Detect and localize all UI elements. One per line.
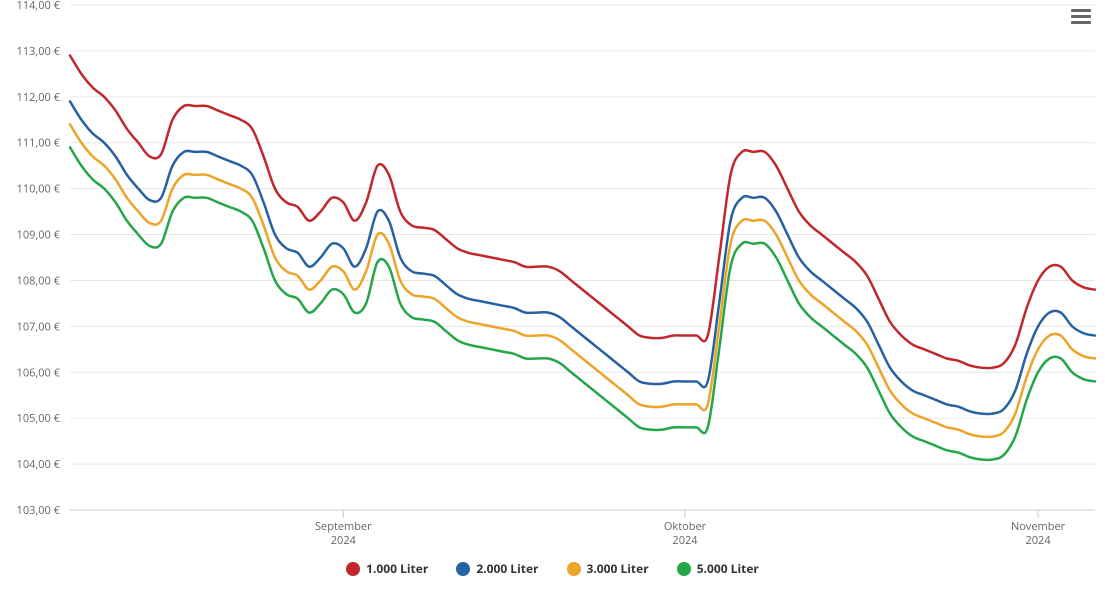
y-tick-label: 109,00 € bbox=[17, 228, 61, 243]
legend-item[interactable]: 2.000 Liter bbox=[456, 560, 538, 577]
legend-swatch bbox=[346, 562, 360, 576]
y-tick-label: 112,00 € bbox=[17, 90, 61, 105]
legend-item[interactable]: 5.000 Liter bbox=[677, 560, 759, 577]
legend-swatch bbox=[677, 562, 691, 576]
x-tick-label-month: September bbox=[315, 519, 372, 534]
y-tick-label: 105,00 € bbox=[17, 411, 61, 426]
price-chart-container: September2024Oktober2024November2024 103… bbox=[0, 0, 1105, 602]
y-tick-label: 104,00 € bbox=[17, 457, 61, 472]
y-tick-label: 107,00 € bbox=[17, 319, 61, 334]
legend-item[interactable]: 1.000 Liter bbox=[346, 560, 428, 577]
legend-label: 1.000 Liter bbox=[366, 560, 428, 577]
x-tick-label-year: 2024 bbox=[672, 533, 698, 548]
x-tick-label-month: Oktober bbox=[664, 519, 707, 534]
legend-label: 5.000 Liter bbox=[697, 560, 759, 577]
x-tick-label-month: November bbox=[1011, 519, 1066, 534]
y-tick-label: 108,00 € bbox=[17, 273, 61, 288]
y-tick-label: 110,00 € bbox=[17, 182, 61, 197]
chart-legend: 1.000 Liter 2.000 Liter 3.000 Liter 5.000 L… bbox=[0, 560, 1105, 580]
y-tick-label: 103,00 € bbox=[17, 503, 61, 518]
legend-swatch bbox=[456, 562, 470, 576]
legend-swatch bbox=[567, 562, 581, 576]
chart-svg: September2024Oktober2024November2024 103… bbox=[0, 0, 1105, 560]
legend-item[interactable]: 3.000 Liter bbox=[567, 560, 649, 577]
x-tick-label-year: 2024 bbox=[331, 533, 357, 548]
legend-label: 3.000 Liter bbox=[587, 560, 649, 577]
y-tick-label: 113,00 € bbox=[17, 44, 61, 59]
legend-label: 2.000 Liter bbox=[476, 560, 538, 577]
series-line[interactable] bbox=[70, 101, 1095, 414]
series-line[interactable] bbox=[70, 56, 1095, 369]
y-tick-label: 114,00 € bbox=[17, 0, 61, 13]
y-tick-label: 106,00 € bbox=[17, 365, 61, 380]
x-tick-label-year: 2024 bbox=[1025, 533, 1051, 548]
y-tick-label: 111,00 € bbox=[17, 136, 61, 151]
series-line[interactable] bbox=[70, 147, 1095, 460]
